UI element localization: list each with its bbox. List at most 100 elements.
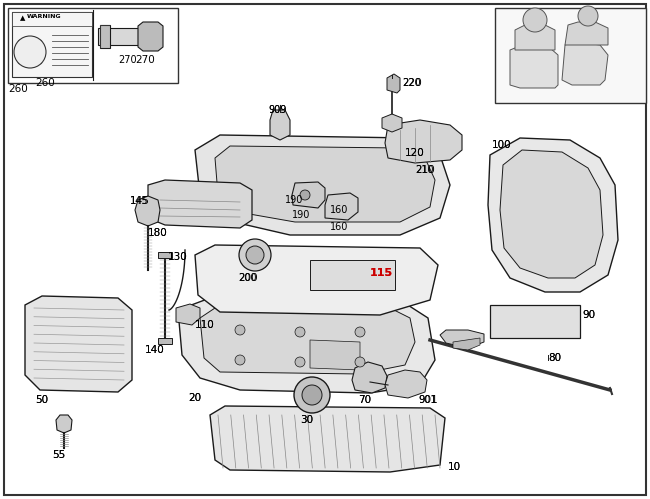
Text: 100: 100: [492, 140, 512, 150]
Polygon shape: [138, 22, 163, 51]
Text: 20: 20: [188, 393, 201, 403]
Text: 115: 115: [370, 268, 393, 278]
Polygon shape: [453, 338, 480, 350]
Text: 909: 909: [268, 105, 287, 115]
Text: 901: 901: [418, 395, 437, 405]
Polygon shape: [25, 296, 132, 392]
Text: 260: 260: [35, 78, 55, 88]
Polygon shape: [135, 196, 160, 226]
Text: 120: 120: [405, 148, 424, 158]
Circle shape: [235, 355, 245, 365]
Text: 70: 70: [358, 395, 371, 405]
Text: 10: 10: [448, 462, 461, 472]
Polygon shape: [440, 330, 484, 348]
Circle shape: [578, 6, 598, 26]
Text: 145: 145: [130, 196, 150, 206]
Text: 270: 270: [135, 55, 155, 65]
Text: 30: 30: [300, 415, 313, 425]
Circle shape: [239, 239, 271, 271]
Polygon shape: [215, 146, 435, 222]
Text: 220: 220: [402, 78, 422, 88]
Polygon shape: [292, 182, 325, 208]
Text: 200: 200: [238, 273, 257, 283]
Text: 260: 260: [8, 84, 28, 94]
Polygon shape: [158, 252, 172, 258]
Text: 120: 120: [405, 148, 424, 158]
Polygon shape: [488, 138, 618, 292]
Polygon shape: [178, 298, 435, 393]
Text: 210: 210: [415, 165, 435, 175]
Bar: [8, 8, 178, 83]
Circle shape: [295, 327, 305, 337]
Polygon shape: [382, 114, 402, 132]
Circle shape: [523, 8, 547, 32]
Circle shape: [14, 36, 46, 68]
Text: 190: 190: [285, 195, 304, 205]
Bar: [12, 12, 92, 26]
Polygon shape: [510, 46, 558, 88]
Text: 100: 100: [492, 140, 512, 150]
Text: 20: 20: [188, 393, 201, 403]
Polygon shape: [210, 406, 445, 472]
Text: 909: 909: [268, 105, 287, 115]
Text: 190: 190: [292, 210, 311, 220]
Text: 200: 200: [238, 273, 257, 283]
Polygon shape: [148, 180, 252, 228]
Circle shape: [355, 357, 365, 367]
Text: ▲: ▲: [20, 15, 25, 21]
Polygon shape: [385, 120, 462, 163]
Text: 180: 180: [148, 228, 168, 238]
Text: 901: 901: [418, 395, 436, 405]
Text: 110: 110: [195, 320, 215, 330]
Text: 145: 145: [130, 196, 148, 206]
Circle shape: [294, 377, 330, 413]
Text: 50: 50: [35, 395, 48, 405]
Text: 140: 140: [145, 345, 164, 355]
Polygon shape: [310, 340, 360, 370]
Text: 160: 160: [330, 205, 348, 215]
Polygon shape: [176, 304, 200, 325]
Text: 210: 210: [415, 165, 434, 175]
Circle shape: [235, 325, 245, 335]
Text: 160: 160: [330, 222, 348, 232]
Text: 270: 270: [118, 55, 136, 65]
Polygon shape: [385, 370, 427, 398]
Circle shape: [246, 246, 264, 264]
Text: 50: 50: [35, 395, 48, 405]
Text: 180: 180: [148, 228, 168, 238]
Polygon shape: [387, 74, 400, 93]
Polygon shape: [56, 415, 72, 433]
Text: 55: 55: [52, 450, 65, 460]
Polygon shape: [352, 362, 387, 393]
Text: 80: 80: [548, 353, 561, 363]
Polygon shape: [490, 305, 580, 338]
Text: 70: 70: [358, 395, 371, 405]
Text: 130: 130: [168, 252, 188, 262]
Polygon shape: [100, 25, 110, 48]
Text: 55: 55: [52, 450, 65, 460]
Polygon shape: [562, 42, 608, 85]
Circle shape: [355, 327, 365, 337]
Text: 140: 140: [145, 345, 164, 355]
Text: WARNING: WARNING: [27, 14, 62, 19]
Bar: [495, 8, 646, 103]
Text: 90: 90: [582, 310, 595, 320]
Text: 30: 30: [300, 415, 313, 425]
Circle shape: [300, 190, 310, 200]
Text: 110: 110: [195, 320, 215, 330]
Polygon shape: [195, 135, 450, 235]
Text: 10: 10: [448, 462, 461, 472]
Polygon shape: [325, 193, 358, 220]
Polygon shape: [565, 22, 608, 45]
Text: 90: 90: [582, 310, 595, 320]
Circle shape: [302, 385, 322, 405]
Polygon shape: [98, 28, 138, 45]
Polygon shape: [310, 260, 395, 290]
Circle shape: [295, 357, 305, 367]
Text: 80: 80: [548, 353, 561, 363]
Text: 220: 220: [402, 78, 421, 88]
Polygon shape: [270, 110, 290, 140]
Polygon shape: [195, 245, 438, 315]
Bar: [12, 12, 92, 77]
Polygon shape: [158, 338, 172, 344]
